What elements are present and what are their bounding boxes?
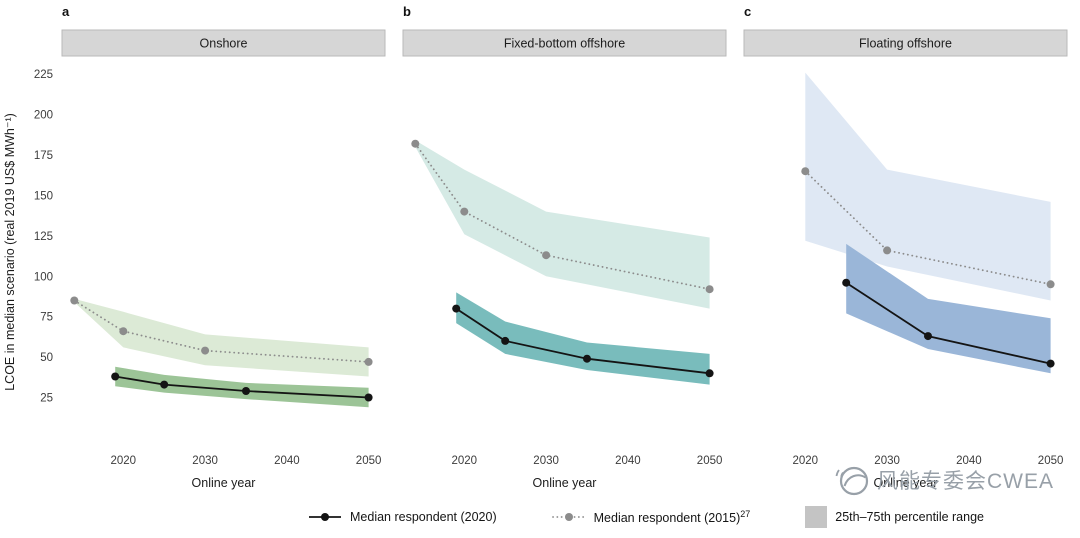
y-tick-label: 75 [40,312,53,324]
series-line-dotted [804,170,1052,286]
x-axis-label: Online year [533,476,597,490]
y-tick-label: 225 [34,69,53,81]
percentile-range-swatch [805,506,828,528]
data-point-marker [242,387,250,395]
data-point-marker [883,246,892,255]
panel-title: Floating offshore [859,37,952,51]
solid-line-swatch [309,513,341,521]
y-axis-label: LCOE in median scenario (real 2019 US$ M… [3,113,17,391]
legend-label-median-2015: Median respondent (2015)27 [593,508,751,526]
data-point-marker [411,139,420,148]
watermark-text: 风能专委会CWEA [877,470,1054,493]
panel-floating-offshore: c Floating offshore 2020 2030 2040 2050 Online… [743,4,1068,490]
data-point-marker [924,332,932,341]
x-tick-label: 2040 [615,455,641,467]
data-point-marker [364,393,373,402]
y-tick-label: 150 [34,190,53,202]
x-tick-label: 2040 [274,455,300,467]
panel-letter: b [403,4,411,19]
x-tick-label: 2030 [533,455,559,467]
data-point-marker [364,357,373,366]
panel-letter: a [62,4,70,19]
data-point-marker [160,380,169,389]
panel-title: Fixed-bottom offshore [504,37,625,51]
y-tick-label: 125 [34,231,53,243]
data-point-marker [1046,359,1055,368]
cwea-logo-icon [835,466,869,496]
data-point-marker [70,296,79,305]
data-point-marker [501,336,510,345]
data-point-marker [842,278,851,287]
series-line-solid [455,307,710,375]
percentile-band-2015 [805,72,1051,301]
legend-item-percentile-range: 25th–75th percentile range [805,506,984,528]
panel-header [61,29,386,57]
percentile-band-2020 [115,366,369,408]
panel-title: Onshore [200,37,248,51]
y-tick-label: 25 [40,393,53,405]
x-axis-label: Online year [874,476,938,490]
y-tick-label: 175 [34,150,53,162]
y-tick-label: 100 [34,271,53,283]
data-point-marker [201,346,210,355]
legend-label-percentile: 25th–75th percentile range [835,510,984,524]
chart-legend: Median respondent (2020) Median responde… [308,506,984,528]
legend-item-median-2015: Median respondent (2015)27 [551,508,751,526]
reference-superscript: 27 [740,508,751,519]
series-line-dotted [73,299,370,363]
legend-item-median-2020: Median respondent (2020) [308,510,497,524]
data-point-marker [801,167,810,176]
percentile-band-2020 [456,292,710,385]
dotted-line-swatch [551,513,586,521]
panel-letter: c [744,4,751,19]
data-point-marker [1046,280,1055,289]
x-tick-label: 2020 [111,455,137,467]
watermark-cwea: 风能专委会CWEA [832,462,1054,498]
percentile-band-2015 [415,140,710,309]
x-tick-label: 2020 [793,455,819,467]
panel-header [743,29,1068,57]
data-point-marker [460,207,469,216]
x-tick-label: 2050 [356,455,382,467]
x-tick-label: 2050 [1038,455,1064,467]
y-tick-label: 50 [40,352,53,364]
data-point-marker [119,327,128,336]
percentile-band-2015 [74,298,369,377]
data-point-marker [542,251,551,260]
series-line-dotted [414,142,711,291]
lcoe-projection-chart: a Onshore 2020 2030 2040 2050 25 50 75 100 125 150 1… [3,4,1068,490]
panel-onshore: a Onshore 2020 2030 2040 2050 25 50 75 100 125 150 1… [34,4,386,490]
data-point-marker [705,369,714,378]
x-tick-label: 2020 [452,455,478,467]
x-tick-label: 2050 [697,455,723,467]
percentile-band-2020 [846,243,1051,374]
x-axis-label: Online year [192,476,256,490]
x-tick-label: 2040 [956,455,982,467]
x-tick-label: 2030 [192,455,218,467]
panel-header [402,29,727,57]
x-tick-label: 2030 [874,455,900,467]
y-tick-label: 200 [34,110,53,122]
series-line-solid [115,375,369,399]
legend-label-median-2020: Median respondent (2020) [350,510,497,524]
data-point-marker [111,372,120,381]
data-point-marker [452,304,461,313]
data-point-marker [705,285,714,294]
panel-fixed-bottom-offshore: b Fixed-bottom offshore 2020 2030 2040 2050 On… [402,4,727,490]
data-point-marker [583,354,591,363]
